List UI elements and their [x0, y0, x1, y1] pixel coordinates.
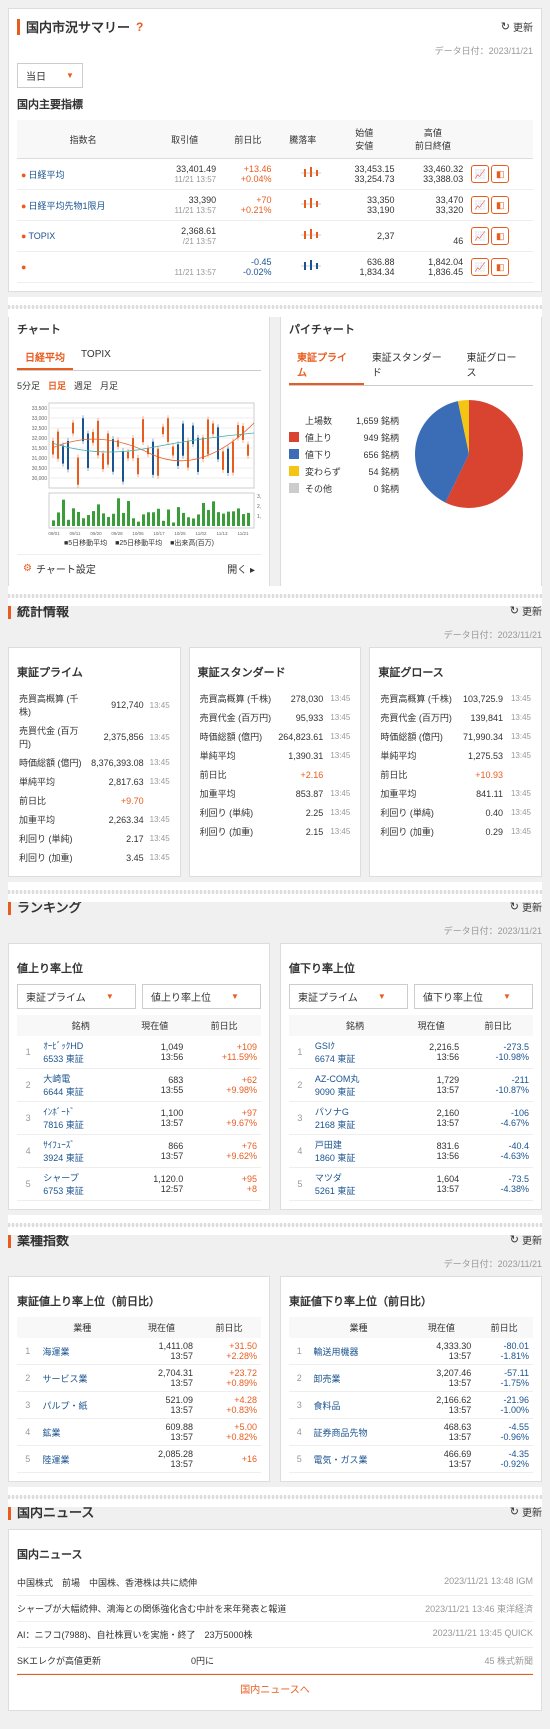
news-link[interactable]: AI：ニフコ(7988)、自社株買いを実施・終了 23万5000株 [17, 1628, 253, 1641]
data-date: データ日付：2023/11/21 [8, 1257, 542, 1270]
market-name: 東証グロース [378, 664, 533, 680]
index-link[interactable]: 日経平均先物1限月 [28, 201, 105, 211]
data-date: データ日付：2023/11/21 [17, 44, 533, 57]
timeframe-tab[interactable]: 日足 [48, 379, 66, 392]
detail-icon[interactable]: ◧ [491, 165, 509, 183]
news-link[interactable]: 中国株式 前場 中国株、香港株は共に続伸 [17, 1576, 197, 1589]
chart-tab[interactable]: TOPIX [73, 345, 119, 370]
chart-icon[interactable]: 📈 [471, 196, 489, 214]
page-title: 国内市況サマリー [26, 17, 130, 36]
stock-link[interactable]: パソナG 2168 東証 [315, 1107, 356, 1130]
sector-link[interactable]: 電気・ガス業 [314, 1455, 368, 1465]
sector-link[interactable]: 輸送用機器 [314, 1347, 359, 1357]
period-dropdown[interactable]: 当日 [17, 63, 83, 88]
chart-icon[interactable]: 📈 [471, 258, 489, 276]
news-link[interactable]: SKエレクが高値更新 0円に [17, 1654, 214, 1667]
timeframe-tab[interactable]: 月足 [100, 379, 118, 392]
svg-text:11/21: 11/21 [238, 531, 249, 536]
index-link[interactable]: TOPIX [28, 231, 55, 241]
detail-icon[interactable]: ◧ [491, 196, 509, 214]
svg-text:30,000: 30,000 [32, 476, 48, 482]
svg-text:33,000: 33,000 [32, 416, 48, 422]
svg-text:09/01: 09/01 [48, 531, 60, 536]
sector-link[interactable]: 卸売業 [314, 1374, 341, 1384]
pie-tab[interactable]: 東証プライム [289, 345, 364, 385]
timeframe-tab[interactable]: 5分足 [17, 379, 40, 392]
svg-text:10/06: 10/06 [132, 531, 144, 536]
sector-link[interactable]: 証券商品先物 [314, 1428, 368, 1438]
stock-link[interactable]: AZ-COM丸 9090 東証 [315, 1074, 360, 1097]
gear-icon[interactable]: ⚙ [23, 563, 32, 574]
svg-text:11/13: 11/13 [217, 531, 228, 536]
svg-text:1,000: 1,000 [257, 514, 261, 520]
wave-divider [8, 882, 542, 902]
svg-text:3,000: 3,000 [257, 494, 261, 500]
news-link[interactable]: シャープが大幅続伸、鴻海との関係強化含む中計を来年発表と報道 [17, 1602, 286, 1615]
sector-link[interactable]: 鉱業 [42, 1428, 60, 1438]
sector-link[interactable]: 食料品 [314, 1401, 341, 1411]
svg-text:10/17: 10/17 [153, 531, 165, 536]
svg-text:32,500: 32,500 [32, 426, 48, 432]
stock-link[interactable]: 大崎電 6644 東証 [43, 1074, 84, 1097]
chart-tab[interactable]: 日経平均 [17, 345, 73, 370]
pie-panel-title: パイチャート [289, 321, 533, 337]
wave-divider [8, 1487, 542, 1507]
stock-link[interactable]: ｻｲﾌｭｰｽﾞ 3924 東証 [43, 1140, 84, 1163]
chart-area: 33,500 33,000 32,500 32,000 31,500 31,000 30,5… [17, 398, 261, 538]
ranktype-dropdown[interactable]: 値上り率上位 [142, 984, 261, 1009]
help-icon[interactable]: ? [136, 20, 143, 34]
chart-panel-title: チャート [17, 321, 261, 337]
chart-expand[interactable]: 開く ▸ [227, 561, 255, 576]
stock-link[interactable]: ｲﾝﾎﾞｰﾄﾞ 7816 東証 [43, 1107, 84, 1130]
svg-text:11/02: 11/02 [196, 531, 207, 536]
sector-link[interactable]: パルプ・紙 [42, 1401, 87, 1411]
stock-link[interactable]: GSIｸ 6674 東証 [315, 1041, 356, 1064]
chart-icon[interactable]: 📈 [471, 165, 489, 183]
update-button[interactable]: 更新 [501, 19, 533, 34]
pie-tab[interactable]: 東証グロース [458, 345, 533, 385]
svg-text:30,500: 30,500 [32, 466, 48, 472]
wave-divider [8, 1215, 542, 1235]
news-more-link[interactable]: 国内ニュースへ [17, 1674, 533, 1702]
pie-chart [409, 394, 529, 514]
data-date: データ日付：2023/11/21 [8, 628, 542, 641]
svg-text:09/28: 09/28 [111, 531, 123, 536]
stock-link[interactable]: ｵｰﾋﾞｯｸHD 6533 東証 [43, 1041, 84, 1064]
sector-link[interactable]: サービス業 [42, 1374, 87, 1384]
market-name: 東証スタンダード [198, 664, 353, 680]
stock-link[interactable]: 戸田建 1860 東証 [315, 1140, 356, 1163]
chart-icon[interactable]: 📈 [471, 227, 489, 245]
stock-link[interactable]: マツダ 5261 東証 [315, 1173, 356, 1196]
chart-settings-label[interactable]: チャート設定 [36, 561, 96, 576]
sector-link[interactable]: 海運業 [42, 1347, 69, 1357]
ranktype-dropdown[interactable]: 値下り率上位 [414, 984, 533, 1009]
wave-divider [8, 586, 542, 606]
svg-text:09/20: 09/20 [90, 531, 102, 536]
svg-text:31,000: 31,000 [32, 456, 48, 462]
news-subtitle: 国内ニュース [17, 1546, 533, 1562]
indices-title: 国内主要指標 [17, 96, 533, 112]
market-dropdown[interactable]: 東証プライム [289, 984, 408, 1009]
market-name: 東証プライム [17, 664, 172, 680]
svg-text:32,000: 32,000 [32, 436, 48, 442]
index-link[interactable]: 日経平均 [28, 170, 64, 180]
svg-text:10/25: 10/25 [174, 531, 186, 536]
svg-text:2,000: 2,000 [257, 504, 261, 510]
indices-table: 指数名取引値前日比騰落率始値 安値高値 前日終値 ●日経平均 33,401.49… [17, 120, 533, 283]
svg-text:09/11: 09/11 [70, 531, 81, 536]
stock-link[interactable]: シャープ 6753 東証 [43, 1173, 84, 1196]
detail-icon[interactable]: ◧ [491, 227, 509, 245]
wave-divider [8, 297, 542, 317]
pie-tab[interactable]: 東証スタンダード [364, 345, 459, 385]
detail-icon[interactable]: ◧ [491, 258, 509, 276]
timeframe-tab[interactable]: 週足 [74, 379, 92, 392]
svg-text:31,500: 31,500 [32, 446, 48, 452]
data-date: データ日付：2023/11/21 [8, 924, 542, 937]
sector-link[interactable]: 陸運業 [42, 1455, 69, 1465]
market-dropdown[interactable]: 東証プライム [17, 984, 136, 1009]
svg-text:33,500: 33,500 [32, 406, 48, 412]
